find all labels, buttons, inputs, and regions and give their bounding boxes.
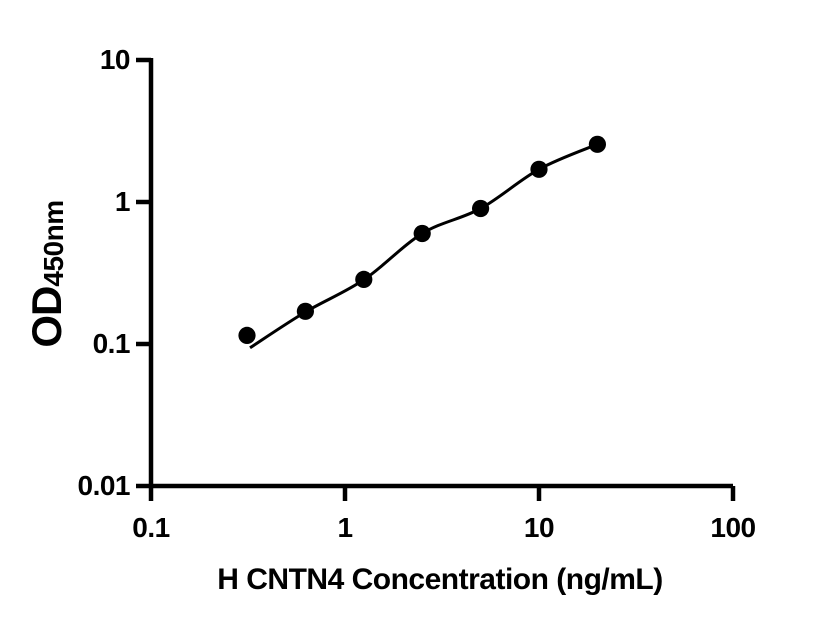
y-tick-label-0-01: 0.01 [77,470,131,501]
data-point-marker [413,224,431,243]
x-tick-label-10: 10 [523,512,555,543]
x-tick-label-1: 1 [337,512,353,543]
x-tick-label-100: 100 [710,512,756,543]
y-tick-label-1: 1 [114,186,131,217]
y-axis-title: OD 450nm [23,144,75,404]
data-point-marker [530,160,548,178]
data-point-marker [296,302,314,320]
data-point-marker [238,326,256,344]
data-point-marker [355,270,373,288]
y-tick-label-10: 10 [99,44,131,75]
x-tick-label-0-1: 0.1 [132,512,170,543]
data-point-marker [472,199,490,218]
y-tick-label-0-1: 0.1 [92,328,131,359]
x-axis-title: H CNTN4 Concentration (ng/mL) [217,563,663,596]
data-point-marker [588,135,607,153]
